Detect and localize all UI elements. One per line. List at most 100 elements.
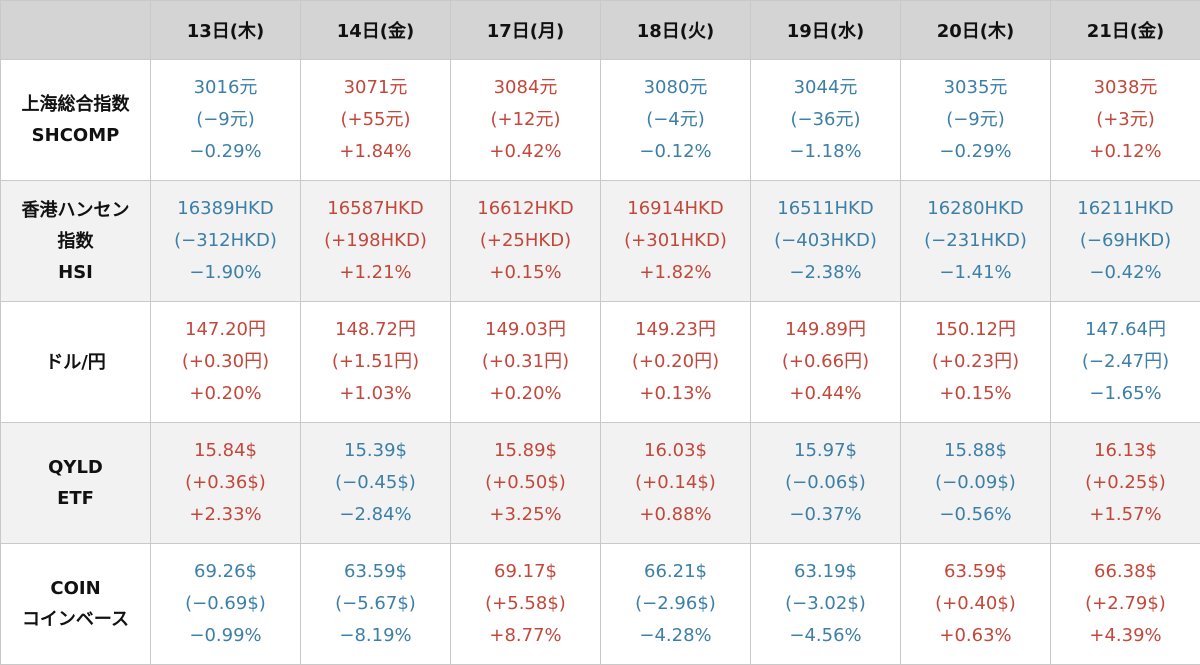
price-value: 15.39$ — [301, 435, 450, 467]
price-value: 3044元 — [751, 72, 900, 104]
price-value: 69.17$ — [451, 556, 600, 588]
change-percent: +1.03% — [301, 378, 450, 410]
price-value: 3035元 — [901, 72, 1050, 104]
value-cell: 3016元(−9元)−0.29% — [151, 60, 301, 181]
change-amount: (+0.66円) — [751, 346, 900, 378]
value-cell: 63.19$(−3.02$)−4.56% — [751, 544, 901, 665]
change-percent: −0.42% — [1051, 257, 1200, 289]
change-amount: (−0.09$) — [901, 467, 1050, 499]
row-label-line: SHCOMP — [1, 120, 150, 151]
change-amount: (+198HKD) — [301, 225, 450, 257]
change-percent: −0.29% — [901, 136, 1050, 168]
date-header: 19日(水) — [751, 1, 901, 60]
price-value: 3016元 — [151, 72, 300, 104]
value-cell: 15.97$(−0.06$)−0.37% — [751, 423, 901, 544]
price-value: 63.59$ — [901, 556, 1050, 588]
value-cell: 15.84$(+0.36$)+2.33% — [151, 423, 301, 544]
corner-cell — [1, 1, 151, 60]
price-value: 148.72円 — [301, 314, 450, 346]
value-cell: 16914HKD(+301HKD)+1.82% — [601, 181, 751, 302]
change-amount: (−0.45$) — [301, 467, 450, 499]
date-header: 20日(木) — [901, 1, 1051, 60]
change-amount: (−0.69$) — [151, 588, 300, 620]
change-percent: +0.15% — [451, 257, 600, 289]
price-value: 15.89$ — [451, 435, 600, 467]
value-cell: 15.88$(−0.09$)−0.56% — [901, 423, 1051, 544]
value-cell: 3035元(−9元)−0.29% — [901, 60, 1051, 181]
change-amount: (−36元) — [751, 104, 900, 136]
price-value: 149.89円 — [751, 314, 900, 346]
value-cell: 16612HKD(+25HKD)+0.15% — [451, 181, 601, 302]
price-value: 16280HKD — [901, 193, 1050, 225]
value-cell: 150.12円(+0.23円)+0.15% — [901, 302, 1051, 423]
value-cell: 63.59$(+0.40$)+0.63% — [901, 544, 1051, 665]
price-value: 15.84$ — [151, 435, 300, 467]
price-value: 147.20円 — [151, 314, 300, 346]
change-amount: (+0.23円) — [901, 346, 1050, 378]
change-amount: (+5.58$) — [451, 588, 600, 620]
change-percent: −1.18% — [751, 136, 900, 168]
change-percent: −0.37% — [751, 499, 900, 531]
change-amount: (+25HKD) — [451, 225, 600, 257]
change-percent: +0.20% — [151, 378, 300, 410]
change-percent: +1.21% — [301, 257, 450, 289]
change-percent: +3.25% — [451, 499, 600, 531]
price-value: 3071元 — [301, 72, 450, 104]
change-percent: +0.63% — [901, 620, 1050, 652]
change-amount: (−4元) — [601, 104, 750, 136]
change-percent: +0.88% — [601, 499, 750, 531]
change-percent: −0.29% — [151, 136, 300, 168]
change-percent: +0.42% — [451, 136, 600, 168]
change-amount: (−69HKD) — [1051, 225, 1200, 257]
change-percent: +0.12% — [1051, 136, 1200, 168]
row-label-line: HSI — [1, 257, 150, 288]
row-label-line: COIN — [1, 573, 150, 604]
price-value: 150.12円 — [901, 314, 1050, 346]
value-cell: 3071元(+55元)+1.84% — [301, 60, 451, 181]
change-amount: (−9元) — [151, 104, 300, 136]
price-value: 15.97$ — [751, 435, 900, 467]
value-cell: 16211HKD(−69HKD)−0.42% — [1051, 181, 1200, 302]
change-amount: (+2.79$) — [1051, 588, 1200, 620]
value-cell: 149.23円(+0.20円)+0.13% — [601, 302, 751, 423]
change-amount: (+0.36$) — [151, 467, 300, 499]
change-amount: (+0.20円) — [601, 346, 750, 378]
change-amount: (+301HKD) — [601, 225, 750, 257]
change-percent: −0.12% — [601, 136, 750, 168]
value-cell: 63.59$(−5.67$)−8.19% — [301, 544, 451, 665]
price-value: 147.64円 — [1051, 314, 1200, 346]
price-value: 16.03$ — [601, 435, 750, 467]
change-amount: (+12元) — [451, 104, 600, 136]
value-cell: 149.03円(+0.31円)+0.20% — [451, 302, 601, 423]
change-amount: (+1.51円) — [301, 346, 450, 378]
row-label-line: 指数 — [1, 226, 150, 257]
value-cell: 69.17$(+5.58$)+8.77% — [451, 544, 601, 665]
value-cell: 147.20円(+0.30円)+0.20% — [151, 302, 301, 423]
change-amount: (−0.06$) — [751, 467, 900, 499]
value-cell: 66.21$(−2.96$)−4.28% — [601, 544, 751, 665]
table-header: 13日(木) 14日(金) 17日(月) 18日(火) 19日(水) 20日(木… — [1, 1, 1200, 60]
row-label-line: コインベース — [1, 604, 150, 635]
value-cell: 3084元(+12元)+0.42% — [451, 60, 601, 181]
price-value: 16.13$ — [1051, 435, 1200, 467]
change-percent: +0.44% — [751, 378, 900, 410]
change-amount: (−2.96$) — [601, 588, 750, 620]
price-value: 3080元 — [601, 72, 750, 104]
change-amount: (+3元) — [1051, 104, 1200, 136]
price-value: 16914HKD — [601, 193, 750, 225]
change-amount: (+0.50$) — [451, 467, 600, 499]
date-header: 18日(火) — [601, 1, 751, 60]
value-cell: 3038元(+3元)+0.12% — [1051, 60, 1200, 181]
change-amount: (−5.67$) — [301, 588, 450, 620]
date-header: 13日(木) — [151, 1, 301, 60]
change-percent: −1.65% — [1051, 378, 1200, 410]
value-cell: 16.13$(+0.25$)+1.57% — [1051, 423, 1200, 544]
change-percent: +2.33% — [151, 499, 300, 531]
price-value: 3084元 — [451, 72, 600, 104]
price-value: 63.59$ — [301, 556, 450, 588]
value-cell: 15.39$(−0.45$)−2.84% — [301, 423, 451, 544]
